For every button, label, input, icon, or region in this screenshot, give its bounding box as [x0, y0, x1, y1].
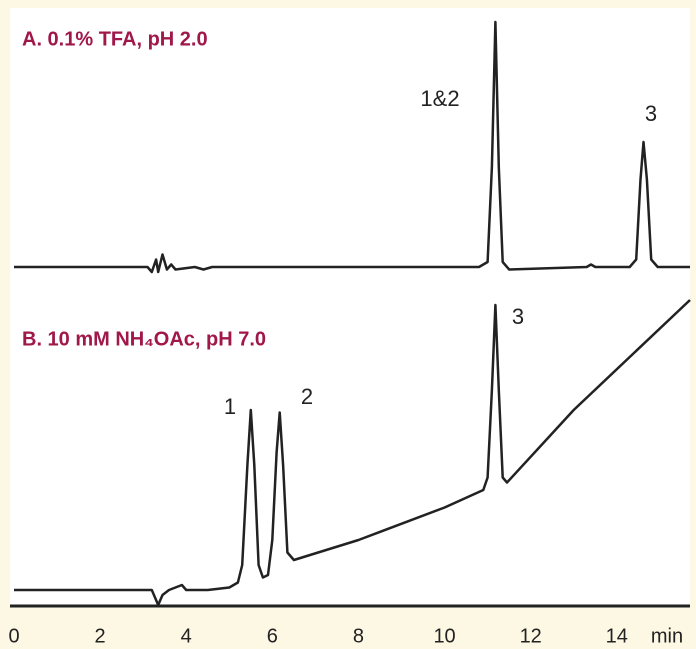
- x-tick-label: 14: [606, 625, 628, 647]
- x-tick-label: 10: [433, 625, 455, 647]
- x-tick-label: 12: [520, 625, 542, 647]
- peak-label: 3: [645, 101, 657, 126]
- x-tick-label: 0: [8, 625, 19, 647]
- peak-label: 3: [512, 304, 524, 329]
- x-tick-label: 6: [267, 625, 278, 647]
- trace: [14, 20, 690, 274]
- panel-label: B. 10 mM NH₄OAc, pH 7.0: [22, 328, 266, 350]
- panel-label: A. 0.1% TFA, pH 2.0: [22, 28, 208, 50]
- trace: [14, 299, 691, 607]
- x-tick-label: 4: [181, 625, 192, 647]
- x-axis-label: min: [651, 625, 683, 647]
- plot-area: [10, 8, 690, 606]
- x-tick-label: 2: [95, 625, 106, 647]
- x-tick-label: 8: [353, 625, 364, 647]
- peak-label: 1&2: [420, 86, 459, 111]
- peak-label: 2: [301, 384, 313, 409]
- peak-label: 1: [224, 394, 236, 419]
